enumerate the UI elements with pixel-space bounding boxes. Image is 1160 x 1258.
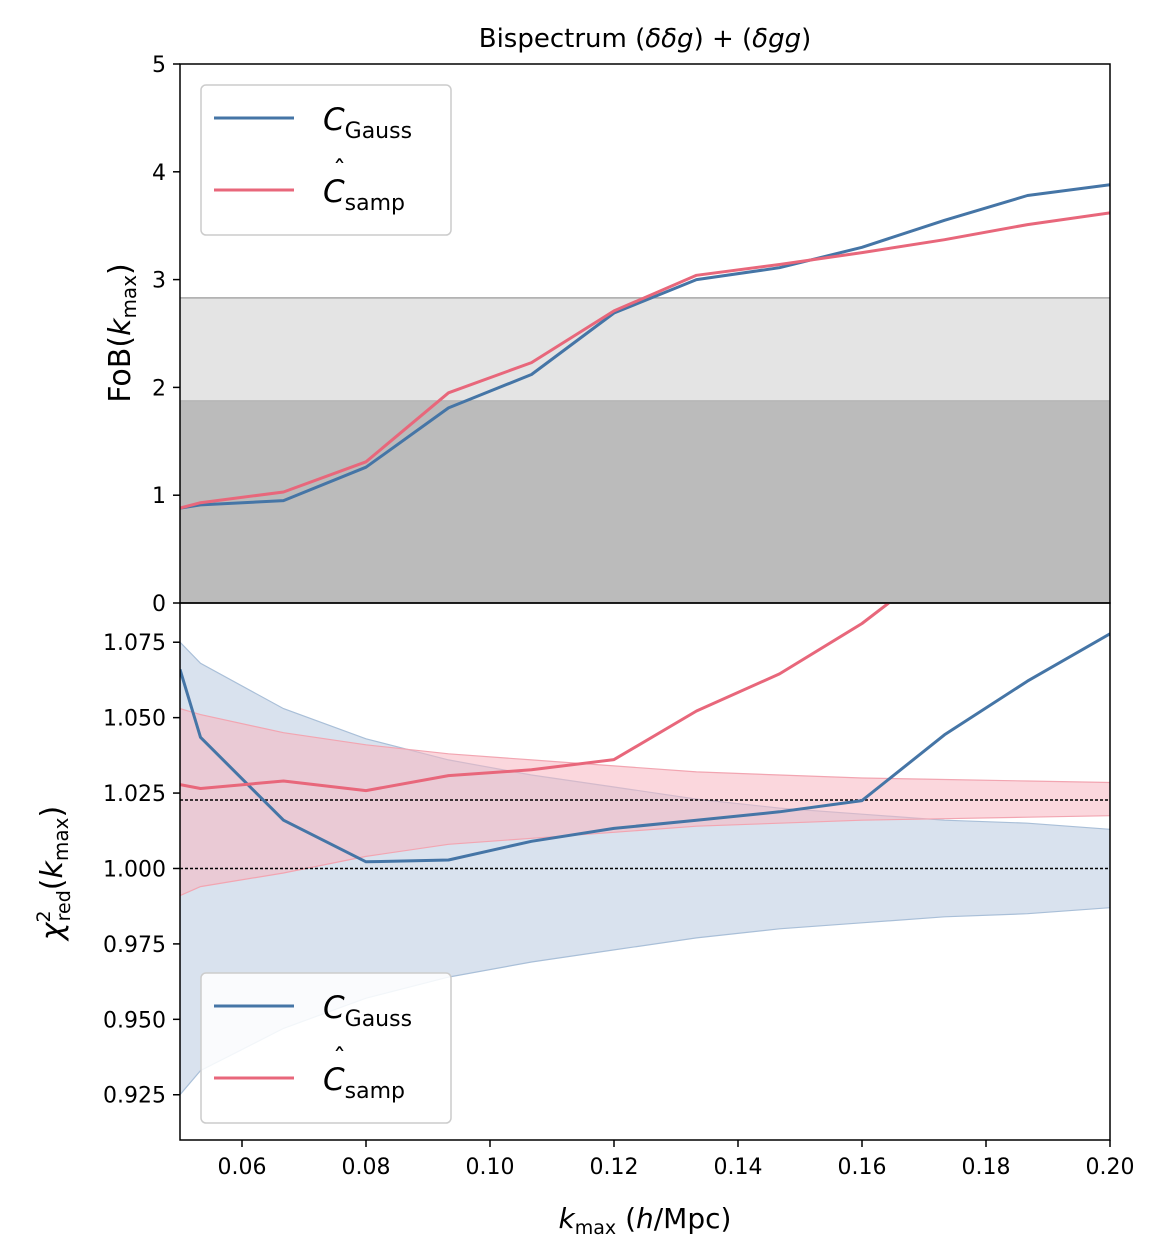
top-y-tick-label: 3 <box>152 269 166 294</box>
top-legend: CGauss Csamp ˆ <box>200 84 452 236</box>
bottom-y-axis-label: χ2red(kmax) <box>33 806 75 942</box>
bottom-y-tick-label: 0.950 <box>103 1008 166 1033</box>
legend-hat-samp: ˆ <box>333 156 346 186</box>
fob-series-line-1 <box>180 211 1110 510</box>
bottom-legend: CGauss Csamp ˆ <box>200 972 452 1124</box>
bottom-y-tick-label: 1.050 <box>103 707 166 732</box>
fob-band-0 <box>180 400 1110 603</box>
chi2-band-1 <box>180 707 1110 897</box>
bottom-y-tick-label: 1.000 <box>103 857 166 882</box>
bottom-y-tick-label: 0.975 <box>103 933 166 958</box>
chi2-series-line-0 <box>180 632 1110 864</box>
legend-label-gauss: CGauss <box>323 990 412 1032</box>
fob-band-1 <box>180 297 1110 401</box>
x-tick-label: 0.08 <box>342 1155 391 1180</box>
bottom-y-tick-label: 1.025 <box>103 782 166 807</box>
x-tick-label: 0.10 <box>466 1155 515 1180</box>
legend-hat-samp: ˆ <box>333 1044 346 1074</box>
x-tick-label: 0.06 <box>218 1155 267 1180</box>
fob-series-line-0 <box>180 183 1110 510</box>
x-tick-label: 0.16 <box>838 1155 887 1180</box>
bottom-plot-frame <box>179 602 1111 1141</box>
legend-label-samp: Csamp <box>323 1062 405 1104</box>
chi2-series-line-1 <box>180 603 890 793</box>
top-y-tick-label: 5 <box>152 53 166 78</box>
top-y-axis-label: FoB(kmax) <box>103 263 141 403</box>
legend-label-samp: Csamp <box>323 174 405 216</box>
top-y-tick-label: 2 <box>152 376 166 401</box>
legend-label-gauss: CGauss <box>323 102 412 144</box>
top-y-tick-label: 4 <box>152 161 166 186</box>
x-tick-label: 0.20 <box>1086 1155 1135 1180</box>
bottom-y-tick-label: 0.925 <box>103 1084 166 1109</box>
x-tick-label: 0.12 <box>590 1155 639 1180</box>
top-y-tick-label: 0 <box>152 592 166 617</box>
x-tick-label: 0.18 <box>962 1155 1011 1180</box>
top-y-tick-label: 1 <box>152 484 166 509</box>
chart-title: Bispectrum (δδg) + (δgg) <box>479 24 812 54</box>
x-axis-label: kmax (h/Mpc) <box>559 1202 732 1239</box>
x-tick-label: 0.14 <box>714 1155 763 1180</box>
bottom-y-tick-label: 1.075 <box>103 631 166 656</box>
